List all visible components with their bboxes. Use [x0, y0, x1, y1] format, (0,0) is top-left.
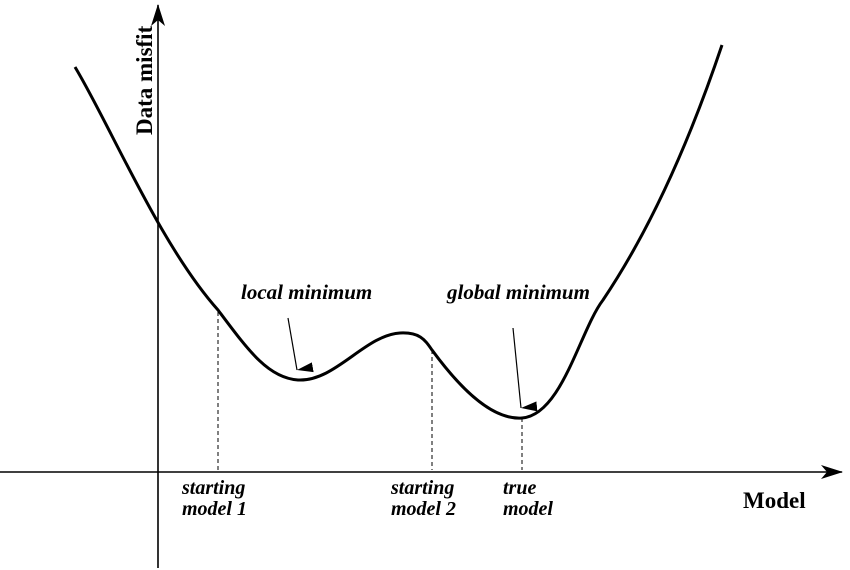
starting-model-1-label-line2: model 1 — [182, 498, 247, 520]
local-minimum-arrow — [287, 317, 314, 373]
global-minimum-arrow — [512, 327, 538, 412]
misfit-curve — [73, 44, 724, 420]
true-model-label-line1: true — [503, 477, 536, 499]
true-model-label-line2: model — [503, 498, 553, 520]
global-minimum-label: global minimum — [446, 280, 590, 304]
starting-model-1-label-line1: starting — [181, 477, 245, 499]
y-axis-label: Data misfit — [132, 25, 157, 135]
local-minimum-label: local minimum — [241, 280, 372, 304]
starting-model-2-label-line2: model 2 — [391, 498, 456, 520]
x-axis-label: Model — [743, 488, 806, 513]
starting-model-2-label-line1: starting — [390, 477, 454, 499]
